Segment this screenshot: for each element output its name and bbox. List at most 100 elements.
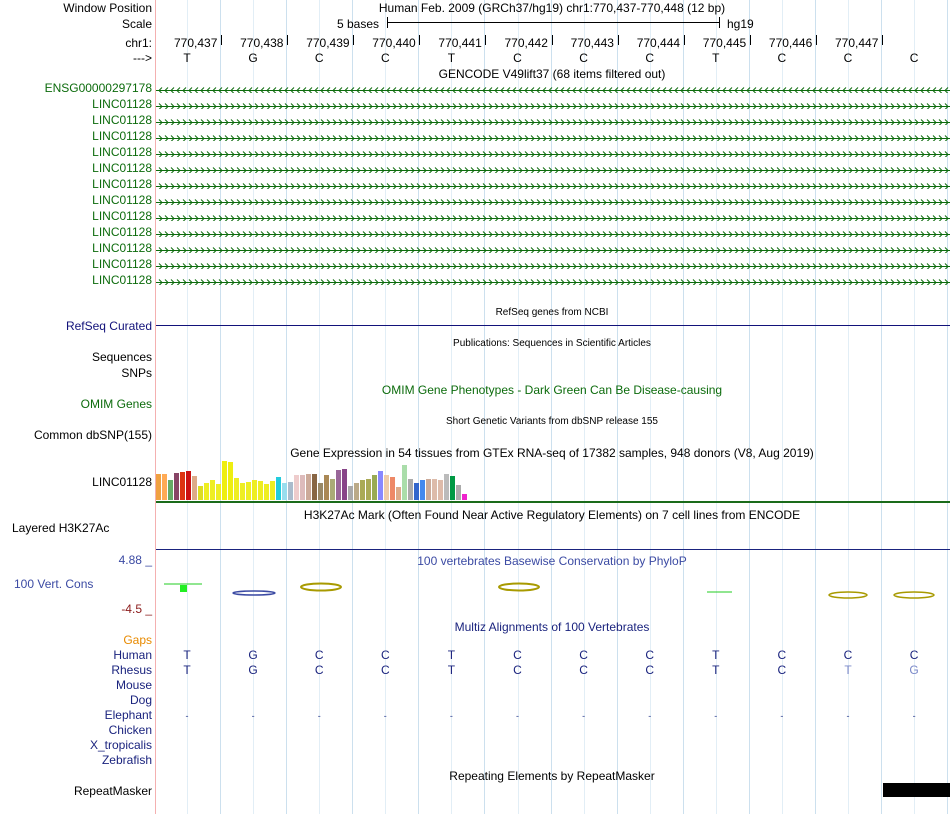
gtex-tissue-bar[interactable] — [204, 483, 209, 500]
gtex-tissue-bar[interactable] — [168, 480, 173, 500]
phylop-min-label[interactable]: -4.5 _ — [121, 602, 152, 616]
multiz-species-label[interactable]: Human — [113, 648, 152, 662]
scale-label[interactable]: Scale — [121, 17, 152, 31]
gtex-tissue-bar[interactable] — [324, 475, 329, 500]
gtex-tissue-bar[interactable] — [258, 481, 263, 500]
gtex-tissue-bar[interactable] — [372, 475, 377, 500]
gtex-tissue-bar[interactable] — [210, 480, 215, 500]
pubs-label[interactable]: Sequences — [91, 350, 152, 364]
omim-label[interactable]: OMIM Genes — [80, 397, 152, 411]
gtex-tissue-bar[interactable] — [456, 485, 461, 500]
refseq-label[interactable]: RefSeq Curated — [65, 319, 152, 333]
gtex-tissue-bar[interactable] — [300, 475, 305, 500]
dbsnp-label[interactable]: Common dbSNP(155) — [33, 428, 152, 442]
gencode-gene-label[interactable]: LINC01128 — [92, 209, 152, 223]
repeatmasker-element[interactable] — [883, 783, 950, 797]
gencode-gene-feature[interactable] — [156, 116, 950, 125]
h3k27ac-label[interactable]: Layered H3K27Ac — [12, 521, 110, 535]
track-panel[interactable]: Human Feb. 2009 (GRCh37/hg19) chr1:770,4… — [156, 0, 950, 814]
gtex-tissue-bar[interactable] — [282, 483, 287, 500]
multiz-gaps-label[interactable]: Gaps — [123, 633, 152, 647]
gtex-tissue-bar[interactable] — [276, 477, 281, 500]
gencode-gene-label[interactable]: LINC01128 — [92, 97, 152, 111]
gencode-gene-feature[interactable] — [156, 276, 950, 285]
chrom-label[interactable]: chr1: — [125, 36, 152, 50]
gtex-tissue-bar[interactable] — [408, 479, 413, 500]
gtex-tissue-bar[interactable] — [162, 474, 167, 500]
multiz-species-label[interactable]: Rhesus — [111, 663, 152, 677]
gtex-tissue-bar[interactable] — [354, 483, 359, 500]
gtex-tissue-bar[interactable] — [330, 479, 335, 500]
gencode-gene-label[interactable]: LINC01128 — [92, 129, 152, 143]
gencode-gene-label[interactable]: LINC01128 — [92, 161, 152, 175]
snps-label[interactable]: SNPs — [121, 366, 152, 380]
gencode-gene-feature[interactable] — [156, 132, 950, 141]
gtex-tissue-bar[interactable] — [222, 461, 227, 500]
gencode-gene-feature[interactable] — [156, 228, 950, 237]
gtex-tissue-bar[interactable] — [228, 462, 233, 500]
gtex-tissue-bar[interactable] — [246, 482, 251, 500]
gtex-tissue-bar[interactable] — [294, 475, 299, 500]
gtex-tissue-bar[interactable] — [414, 483, 419, 500]
gencode-gene-feature[interactable] — [156, 244, 950, 253]
gencode-gene-label[interactable]: LINC01128 — [92, 241, 152, 255]
gencode-gene-label[interactable]: LINC01128 — [92, 225, 152, 239]
gencode-gene-label[interactable]: ENSG00000297178 — [44, 81, 152, 95]
gtex-tissue-bar[interactable] — [384, 475, 389, 500]
multiz-species-label[interactable]: Zebrafish — [101, 753, 152, 767]
gtex-tissue-bar[interactable] — [306, 474, 311, 500]
phylop-label[interactable]: 100 Vert. Cons — [14, 577, 94, 591]
multiz-species-label[interactable]: Mouse — [115, 678, 152, 692]
gtex-tissue-bar[interactable] — [378, 471, 383, 500]
gtex-tissue-bar[interactable] — [198, 486, 203, 500]
repeatmasker-label[interactable]: RepeatMasker — [73, 784, 152, 798]
gencode-gene-feature[interactable] — [156, 84, 950, 93]
gtex-tissue-bar[interactable] — [216, 484, 221, 500]
gtex-tissue-bar[interactable] — [240, 483, 245, 500]
gtex-tissue-bar[interactable] — [342, 469, 347, 500]
gtex-tissue-bar[interactable] — [366, 479, 371, 500]
gtex-tissue-bar[interactable] — [270, 481, 275, 500]
gencode-gene-label[interactable]: LINC01128 — [92, 193, 152, 207]
gtex-tissue-bar[interactable] — [396, 487, 401, 500]
gencode-gene-feature[interactable] — [156, 260, 950, 269]
strand-label[interactable]: ---> — [133, 51, 152, 65]
gtex-tissue-bar[interactable] — [312, 474, 317, 500]
gencode-gene-label[interactable]: LINC01128 — [92, 257, 152, 271]
gencode-gene-feature[interactable] — [156, 164, 950, 173]
gtex-tissue-bar[interactable] — [432, 479, 437, 500]
gtex-tissue-bar[interactable] — [462, 494, 467, 500]
multiz-species-label[interactable]: Dog — [129, 693, 152, 707]
gtex-tissue-bar[interactable] — [180, 472, 185, 500]
gtex-tissue-bar[interactable] — [438, 480, 443, 500]
gtex-tissue-bar[interactable] — [156, 474, 161, 500]
gencode-gene-feature[interactable] — [156, 196, 950, 205]
gtex-tissue-bar[interactable] — [450, 476, 455, 500]
gtex-tissue-bar[interactable] — [360, 480, 365, 500]
gtex-tissue-bar[interactable] — [264, 484, 269, 500]
gtex-tissue-bar[interactable] — [444, 474, 449, 500]
multiz-species-label[interactable]: Elephant — [104, 708, 152, 722]
gencode-gene-label[interactable]: LINC01128 — [92, 113, 152, 127]
gtex-tissue-bar[interactable] — [174, 473, 179, 500]
gtex-tissue-bar[interactable] — [426, 479, 431, 500]
gencode-gene-feature[interactable] — [156, 100, 950, 109]
gtex-tissue-bar[interactable] — [234, 478, 239, 500]
gtex-tissue-bar[interactable] — [186, 471, 191, 500]
window-position-label[interactable]: Window Position — [63, 1, 152, 15]
gtex-tissue-bar[interactable] — [336, 470, 341, 500]
gencode-gene-feature[interactable] — [156, 148, 950, 157]
gtex-tissue-bar[interactable] — [348, 486, 353, 500]
gtex-bar-chart[interactable] — [156, 458, 950, 500]
gtex-label[interactable]: LINC01128 — [92, 475, 152, 489]
gtex-tissue-bar[interactable] — [318, 483, 323, 500]
gtex-tissue-bar[interactable] — [252, 480, 257, 500]
gtex-tissue-bar[interactable] — [390, 477, 395, 500]
phylop-max-label[interactable]: 4.88 _ — [118, 553, 152, 567]
gtex-tissue-bar[interactable] — [192, 476, 197, 500]
gencode-gene-label[interactable]: LINC01128 — [92, 273, 152, 287]
phylop-signal[interactable] — [156, 576, 950, 616]
gencode-gene-feature[interactable] — [156, 180, 950, 189]
gencode-gene-feature[interactable] — [156, 212, 950, 221]
